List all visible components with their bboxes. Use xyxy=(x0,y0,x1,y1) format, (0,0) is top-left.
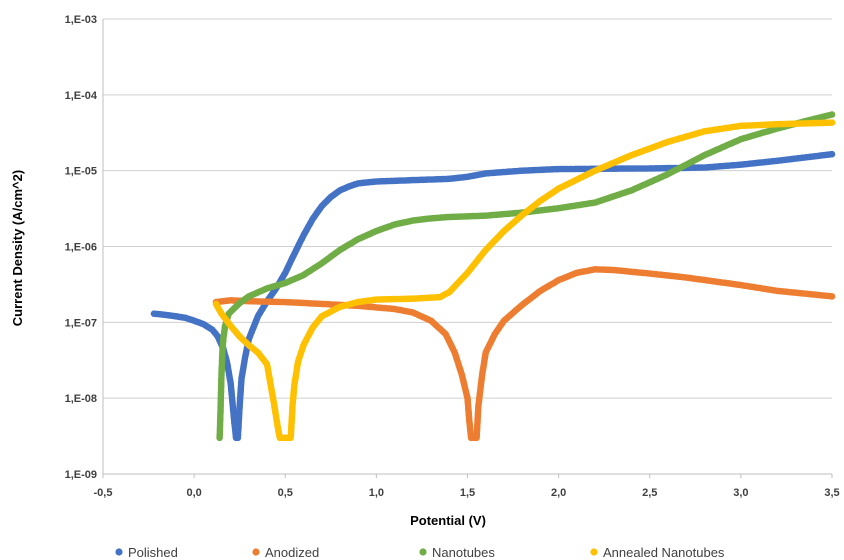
y-tick-label: 1,E-04 xyxy=(65,90,98,102)
x-tick-label: 0,5 xyxy=(278,487,293,499)
series-layer xyxy=(150,111,836,442)
y-tick-label: 1,E-07 xyxy=(65,317,97,329)
legend-item: Annealed Nanotubes xyxy=(590,545,725,560)
data-point xyxy=(828,111,836,118)
data-point xyxy=(828,150,836,158)
grid-layer xyxy=(103,18,832,399)
series-nanotubes xyxy=(216,111,836,442)
data-point xyxy=(828,293,836,300)
legend-label: Anodized xyxy=(265,545,319,560)
x-tick-label: -0,5 xyxy=(94,487,113,499)
y-tick-label: 1,E-08 xyxy=(65,393,97,405)
data-point xyxy=(828,119,836,126)
legend-marker xyxy=(419,548,427,556)
y-tick-label: 1,E-09 xyxy=(65,469,97,481)
y-tick-label: 1,E-03 xyxy=(65,14,97,26)
legend-item: Nanotubes xyxy=(419,545,495,560)
legend-label: Nanotubes xyxy=(432,545,495,560)
legend-marker xyxy=(252,548,260,556)
x-tick-label: 0,0 xyxy=(186,487,201,499)
series-annealed-nanotubes xyxy=(212,119,836,442)
x-tick-label: 1,0 xyxy=(369,487,384,499)
legend-item: Polished xyxy=(115,545,178,560)
legend: Polished Anodized Nanotubes Annealed Nanotu… xyxy=(115,545,725,560)
tick-label-layer: 1,E-09 1,E-08 1,E-07 1,E-06 1,E-05 1,E-04 1,E-… xyxy=(65,14,840,499)
legend-label: Annealed Nanotubes xyxy=(603,545,725,560)
legend-label: Polished xyxy=(128,545,178,560)
y-axis-title: Current Density (A/cm^2) xyxy=(10,170,25,326)
x-tick-label: 2,5 xyxy=(642,487,657,499)
x-tick-label: 3,5 xyxy=(824,487,839,499)
x-tick-label: 1,5 xyxy=(460,487,475,499)
axis-layer xyxy=(102,19,833,478)
x-tick-label: 2,0 xyxy=(551,487,566,499)
legend-marker xyxy=(590,548,598,556)
legend-item: Anodized xyxy=(252,545,319,560)
y-tick-label: 1,E-06 xyxy=(65,242,97,254)
series-anodized xyxy=(212,266,836,442)
legend-marker xyxy=(115,548,123,556)
x-tick-label: 3,0 xyxy=(733,487,748,499)
y-tick-label: 1,E-05 xyxy=(65,166,97,178)
x-axis-title: Potential (V) xyxy=(410,513,486,528)
